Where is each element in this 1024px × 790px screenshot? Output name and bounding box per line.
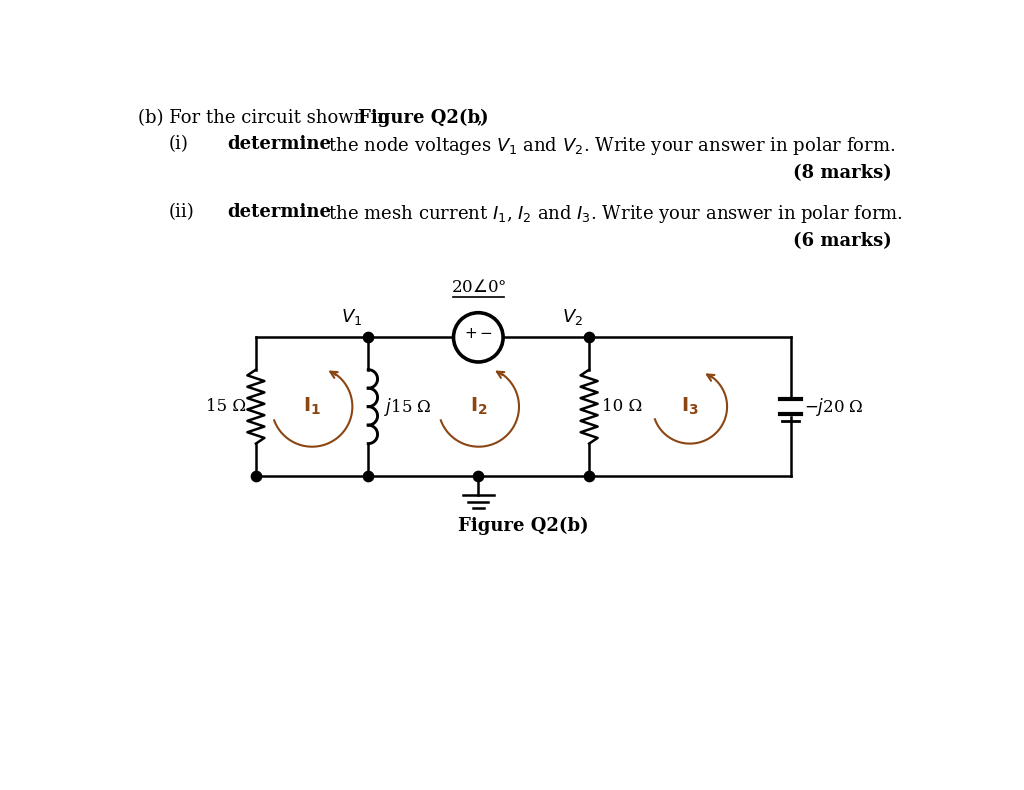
Text: $V_2$: $V_2$: [562, 307, 583, 326]
Point: [360, 331, 377, 344]
Text: Figure Q2(b): Figure Q2(b): [358, 109, 488, 127]
Text: (ii): (ii): [168, 202, 195, 220]
Circle shape: [455, 314, 503, 361]
Text: 15 Ω: 15 Ω: [207, 398, 247, 416]
Text: (8 marks): (8 marks): [793, 164, 891, 182]
Point: [360, 469, 377, 482]
Text: $j$15 Ω: $j$15 Ω: [384, 396, 431, 418]
Text: determine: determine: [227, 135, 331, 152]
Text: (6 marks): (6 marks): [793, 231, 891, 250]
Text: $\mathbf{I_1}$: $\mathbf{I_1}$: [303, 396, 322, 417]
Text: −: −: [479, 326, 493, 341]
Text: Figure Q2(b): Figure Q2(b): [458, 517, 589, 535]
Text: $\mathbf{I_3}$: $\mathbf{I_3}$: [681, 396, 698, 417]
Text: determine: determine: [227, 202, 331, 220]
Text: the node voltages $V_1$ and $V_2$. Write your answer in polar form.: the node voltages $V_1$ and $V_2$. Write…: [324, 135, 896, 157]
Text: 20$\angle$0°: 20$\angle$0°: [451, 279, 506, 295]
Point: [470, 469, 486, 482]
Text: ,: ,: [477, 109, 482, 126]
Text: $\mathbf{I_2}$: $\mathbf{I_2}$: [470, 396, 487, 417]
Text: +: +: [464, 326, 477, 341]
Point: [581, 331, 597, 344]
Text: (b) For the circuit shown in: (b) For the circuit shown in: [138, 109, 394, 126]
Text: $-j$20 Ω: $-j$20 Ω: [804, 396, 863, 418]
Text: the mesh current $I_1$, $I_2$ and $I_3$. Write your answer in polar form.: the mesh current $I_1$, $I_2$ and $I_3$.…: [324, 202, 903, 224]
Text: (i): (i): [168, 135, 188, 152]
Text: $V_1$: $V_1$: [341, 307, 362, 326]
Point: [248, 469, 264, 482]
Text: 10 Ω: 10 Ω: [602, 398, 642, 416]
Point: [581, 469, 597, 482]
